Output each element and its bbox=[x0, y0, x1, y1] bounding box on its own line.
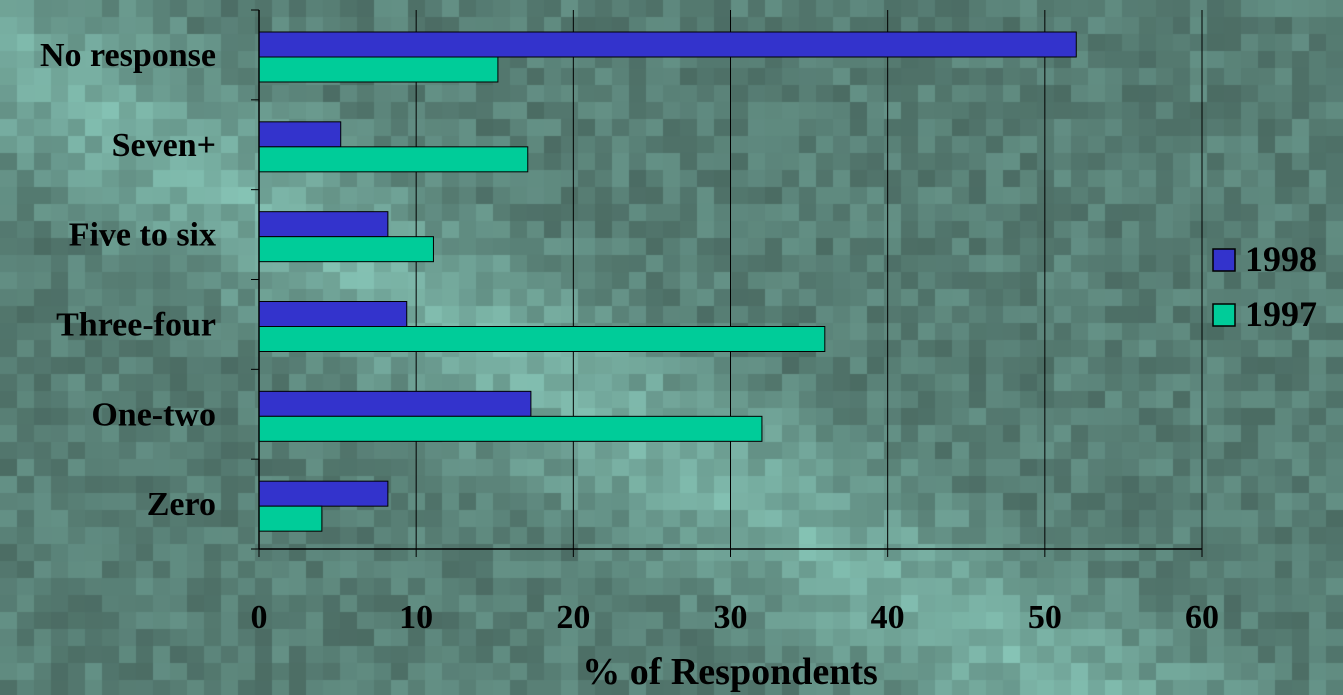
x-axis-title: % of Respondents bbox=[582, 651, 878, 693]
bars bbox=[258, 31, 1077, 532]
x-tick-label-0: 0 bbox=[251, 599, 268, 636]
legend-label-1998[interactable]: 1998 bbox=[1245, 239, 1317, 279]
category-label: Three-four bbox=[56, 306, 216, 343]
bar-1998-three-four bbox=[258, 301, 408, 327]
bar-1997-five-to-six bbox=[258, 236, 434, 263]
x-tick-label-20: 20 bbox=[556, 599, 590, 636]
x-tick-label-50: 50 bbox=[1028, 599, 1062, 636]
legend-swatch-1997[interactable] bbox=[1212, 303, 1236, 327]
bar-1997-seven- bbox=[258, 146, 529, 173]
bar-1998-one-two bbox=[258, 390, 532, 417]
x-tick-label-60: 60 bbox=[1185, 599, 1219, 636]
category-label: Zero bbox=[147, 486, 216, 523]
category-label: Seven+ bbox=[112, 127, 216, 164]
axes bbox=[251, 9, 1203, 557]
bar-1998-five-to-six bbox=[258, 211, 389, 238]
bar-1998-zero bbox=[258, 480, 389, 507]
x-tick-label-10: 10 bbox=[399, 599, 433, 636]
bar-1997-one-two bbox=[258, 415, 763, 442]
category-label: One-two bbox=[91, 396, 216, 433]
legend[interactable]: 1998 1997 bbox=[1212, 239, 1317, 334]
category-label: No response bbox=[40, 37, 216, 74]
x-tick-label-30: 30 bbox=[714, 599, 748, 636]
gridlines bbox=[415, 10, 1203, 549]
bar-1998-no-response bbox=[258, 31, 1077, 58]
bar-1997-zero bbox=[258, 505, 323, 532]
legend-swatch-1998[interactable] bbox=[1212, 248, 1236, 272]
bar-1997-no-response bbox=[258, 56, 499, 83]
bar-1997-three-four bbox=[258, 326, 826, 352]
legend-label-1997[interactable]: 1997 bbox=[1245, 294, 1317, 334]
category-label: Five to six bbox=[69, 217, 216, 254]
x-tick-label-40: 40 bbox=[871, 599, 905, 636]
bar-1998-seven- bbox=[258, 121, 342, 148]
labels: 0 10 20 30 40 50 60 No response Seven+ Five to si… bbox=[40, 37, 1219, 636]
